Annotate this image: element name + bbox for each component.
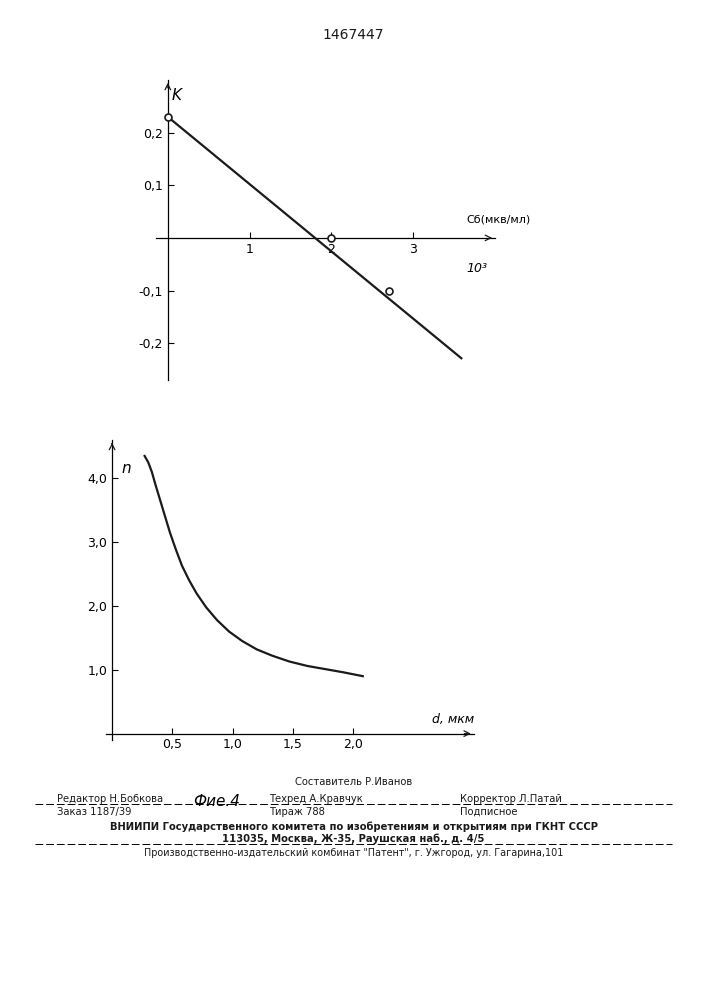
Text: Производственно-издательский комбинат "Патент", г. Ужгород, ул. Гагарина,101: Производственно-издательский комбинат "П… [144, 848, 563, 858]
Text: K: K [172, 88, 182, 103]
Text: Фиe.3: Фиe.3 [302, 440, 349, 455]
Text: Техред А.Кравчук: Техред А.Кравчук [269, 794, 363, 804]
Text: n: n [122, 461, 132, 476]
Text: d, мкм: d, мкм [431, 713, 474, 726]
Text: Фиe.4: Фиe.4 [193, 794, 240, 809]
Text: Корректор Л.Патай: Корректор Л.Патай [460, 794, 561, 804]
Text: Составитель Р.Иванов: Составитель Р.Иванов [295, 777, 412, 787]
Text: 113035, Москва, Ж-35, Раушская наб., д. 4/5: 113035, Москва, Ж-35, Раушская наб., д. … [222, 834, 485, 844]
Text: ВНИИПИ Государственного комитета по изобретениям и открытиям при ГКНТ СССР: ВНИИПИ Государственного комитета по изоб… [110, 821, 597, 832]
Text: Подписное: Подписное [460, 807, 517, 817]
Text: Cб(мкв/мл): Cб(мкв/мл) [467, 215, 530, 225]
Text: Тираж 788: Тираж 788 [269, 807, 325, 817]
Text: Заказ 1187/39: Заказ 1187/39 [57, 807, 131, 817]
Text: Редактор Н.Бобкова: Редактор Н.Бобкова [57, 794, 163, 804]
Text: 10³: 10³ [467, 262, 487, 275]
Text: 1467447: 1467447 [323, 28, 384, 42]
